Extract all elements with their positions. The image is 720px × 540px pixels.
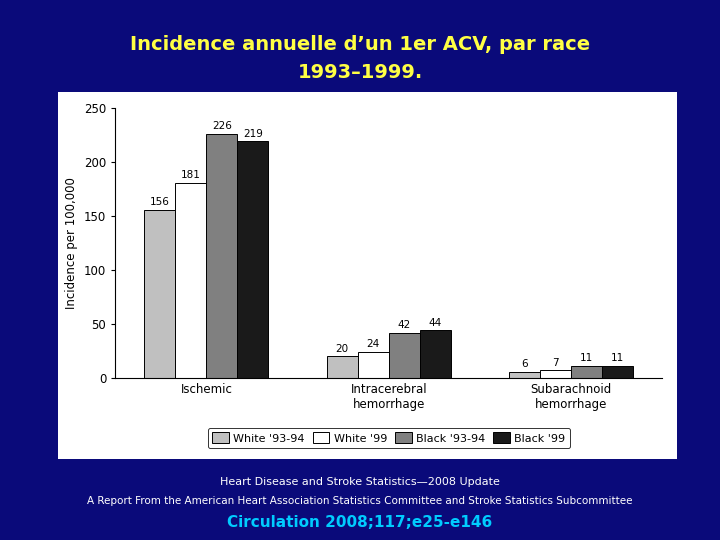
- Bar: [540, 370, 571, 378]
- Text: Heart Disease and Stroke Statistics—2008 Update: Heart Disease and Stroke Statistics—2008…: [220, 477, 500, 487]
- Text: 11: 11: [611, 353, 624, 363]
- Bar: [176, 183, 207, 378]
- Text: Incidence annuelle d’un 1er ACV, par race: Incidence annuelle d’un 1er ACV, par rac…: [130, 35, 590, 54]
- Text: 44: 44: [428, 318, 442, 328]
- Text: 1993–1999.: 1993–1999.: [297, 63, 423, 83]
- Text: 181: 181: [181, 170, 201, 180]
- Bar: [358, 352, 389, 378]
- Text: 20: 20: [336, 343, 349, 354]
- Bar: [602, 366, 633, 378]
- Bar: [207, 134, 238, 378]
- Bar: [509, 372, 540, 378]
- Legend: White '93-94, White '99, Black '93-94, Black '99: White '93-94, White '99, Black '93-94, B…: [208, 428, 570, 448]
- Bar: [145, 210, 176, 378]
- Text: 219: 219: [243, 129, 263, 139]
- Y-axis label: Incidence per 100,000: Incidence per 100,000: [66, 177, 78, 309]
- Text: 11: 11: [580, 353, 593, 363]
- Bar: [420, 330, 451, 378]
- Bar: [389, 333, 420, 378]
- Bar: [238, 141, 269, 378]
- Text: 6: 6: [521, 359, 528, 369]
- Text: 7: 7: [552, 357, 559, 368]
- Text: 156: 156: [150, 197, 170, 207]
- Bar: [327, 356, 358, 378]
- Bar: [571, 366, 602, 378]
- Text: 226: 226: [212, 121, 232, 131]
- Text: A Report From the American Heart Association Statistics Committee and Stroke Sta: A Report From the American Heart Associa…: [87, 496, 633, 505]
- Text: 42: 42: [397, 320, 411, 330]
- Text: 24: 24: [366, 339, 380, 349]
- Text: Circulation 2008;117;e25-e146: Circulation 2008;117;e25-e146: [228, 515, 492, 530]
